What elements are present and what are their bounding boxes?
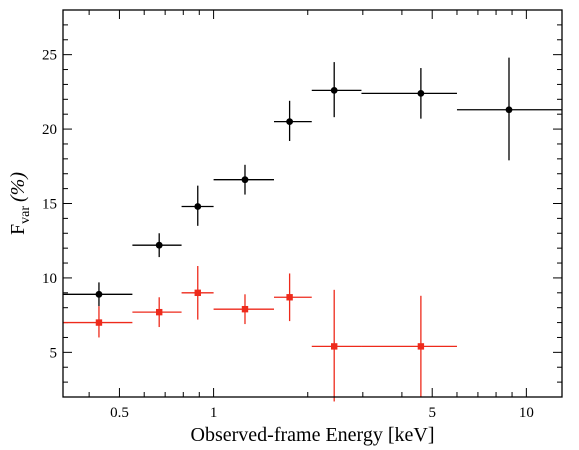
y-axis-label-main: F [7,224,29,235]
y-tick-label: 5 [50,345,58,361]
y-tick-label: 20 [42,122,57,138]
x-tick-label: 1 [210,405,218,421]
data-series [63,57,562,402]
data-point [286,118,294,126]
x-axis-label: Observed-frame Energy [keV] [191,424,435,446]
data-point [155,308,163,316]
y-axis-label-unit: (%) [7,172,29,202]
data-point [241,305,249,313]
series-1 [63,57,562,307]
y-axis-label: Fvar (%) [7,172,33,235]
data-point [95,319,103,326]
data-point [330,343,338,350]
x-tick-label: 0.5 [110,405,129,421]
data-point [241,176,249,184]
data-point [95,290,103,298]
x-tick-label: 5 [428,405,436,421]
data-point [505,106,513,114]
data-point [330,86,338,94]
plot-frame [62,9,563,398]
y-tick-label: 10 [42,271,57,287]
data-point [194,289,201,297]
y-axis-label-sub: var [18,206,33,224]
data-point [286,294,293,301]
series-2 [63,266,457,402]
data-point [417,89,425,97]
y-tick-label: 25 [42,48,57,64]
y-tick-label: 15 [42,197,57,213]
x-tick-label: 10 [519,405,534,421]
data-point [417,343,425,350]
axis-ticks [63,10,562,397]
data-point [194,203,202,210]
data-point [155,241,163,249]
